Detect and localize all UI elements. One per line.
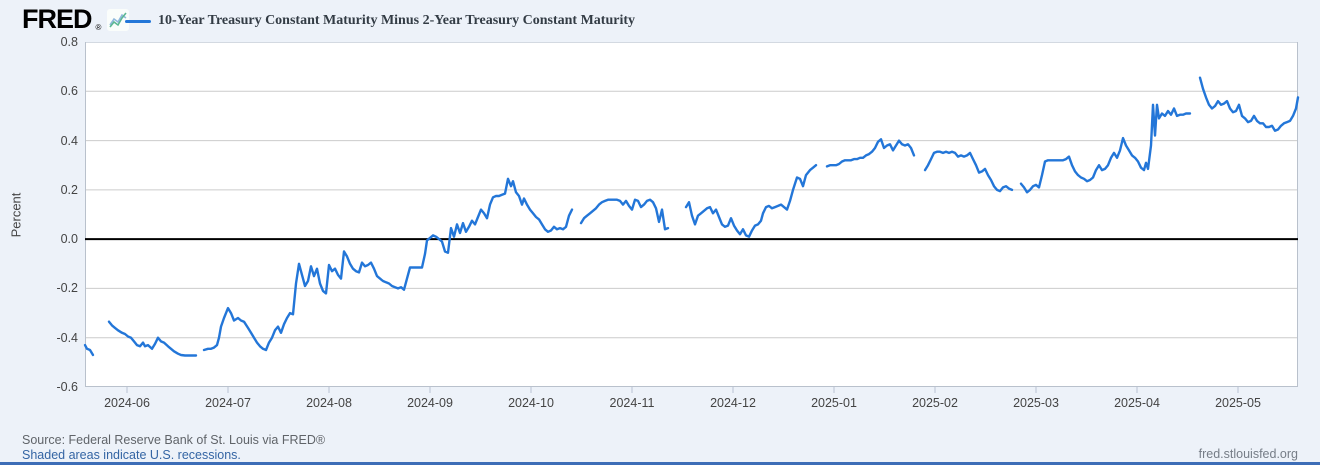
fred-sparkline-icon — [107, 8, 130, 31]
legend-line-swatch — [125, 19, 151, 23]
plot-area[interactable] — [83, 42, 1300, 393]
x-tick-label: 2024-09 — [407, 396, 453, 410]
x-tick-label: 2025-03 — [1013, 396, 1059, 410]
spread-series-segment — [579, 198, 670, 231]
y-tick-label: -0.6 — [56, 380, 78, 394]
spread-series-segment — [923, 150, 1014, 193]
spread-series-segment — [83, 343, 95, 357]
spread-series-segment — [684, 163, 818, 238]
x-tick-label: 2024-10 — [508, 396, 554, 410]
y-tick-label: 0.0 — [60, 232, 78, 247]
y-tick-label: 0.6 — [60, 84, 78, 99]
series-legend: 10-Year Treasury Constant Maturity Minus… — [125, 13, 635, 29]
legend-series-label: 10-Year Treasury Constant Maturity Minus… — [158, 13, 636, 28]
spread-series-segment — [1198, 76, 1300, 132]
x-tick-label: 2024-06 — [104, 396, 150, 410]
spread-series-segment — [107, 320, 198, 357]
spread-series-segment — [825, 138, 916, 168]
recession-note-link[interactable]: Shaded areas indicate U.S. recessions. — [22, 448, 241, 462]
x-tick-label: 2024-11 — [609, 396, 655, 410]
y-tick-label: 0.8 — [60, 35, 78, 49]
spread-series-segment — [202, 177, 574, 352]
x-tick-label: 2024-12 — [710, 396, 756, 410]
y-tick-label: 0.2 — [60, 182, 78, 197]
x-tick-label: 2025-02 — [912, 396, 958, 410]
fred-logo-text: FRED — [22, 4, 92, 34]
fred-logo[interactable]: FRED ® — [22, 4, 130, 35]
source-attribution: Source: Federal Reserve Bank of St. Loui… — [22, 433, 326, 447]
x-tick-label: 2024-08 — [306, 396, 352, 410]
y-tick-label: 0.4 — [60, 133, 78, 148]
y-axis-title: Percent — [8, 192, 24, 238]
y-tick-label: -0.4 — [56, 330, 78, 345]
registered-mark: ® — [95, 23, 102, 32]
fred-site-link[interactable]: fred.stlouisfed.org — [1198, 447, 1298, 461]
x-tick-label: 2024-07 — [205, 396, 251, 410]
bottom-accent-bar — [0, 462, 1320, 465]
spread-series-segment — [1019, 103, 1192, 194]
y-tick-label: -0.2 — [56, 281, 78, 296]
treasury-spread-line-chart — [83, 42, 1300, 393]
x-tick-label: 2025-01 — [811, 396, 857, 410]
x-tick-label: 2025-04 — [1114, 396, 1160, 410]
x-tick-label: 2025-05 — [1215, 396, 1261, 410]
